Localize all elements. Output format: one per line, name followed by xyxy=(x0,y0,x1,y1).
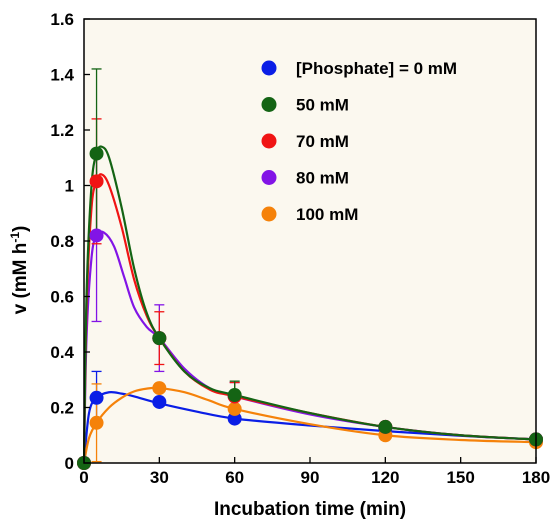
data-point xyxy=(152,381,167,396)
x-tick-label: 180 xyxy=(522,468,550,487)
axes xyxy=(83,18,537,464)
x-tick-label: 0 xyxy=(79,468,88,487)
legend-marker xyxy=(261,97,277,112)
y-tick-label: 1.4 xyxy=(50,66,74,85)
data-point xyxy=(378,419,393,434)
legend-label: 50 mM xyxy=(296,96,349,115)
data-point xyxy=(89,228,104,243)
y-tick-label: 0.4 xyxy=(50,343,74,362)
y-tick-label: 0.8 xyxy=(50,232,74,251)
plot-background xyxy=(84,19,536,463)
y-axis-title: v (mM h-1) xyxy=(8,226,31,315)
x-tick-label: 30 xyxy=(150,468,169,487)
legend-marker xyxy=(261,170,277,185)
y-tick-label: 0.6 xyxy=(50,288,74,307)
legend-label: 80 mM xyxy=(296,169,349,188)
y-axis-title-superscript: -1 xyxy=(8,232,22,243)
y-axis-title-main: v (mM h xyxy=(10,243,31,315)
x-axis-title: Incubation time (min) xyxy=(214,499,406,520)
legend-label: [Phosphate] = 0 mM xyxy=(296,59,457,78)
y-tick-label: 1.2 xyxy=(50,121,74,140)
y-tick-label: 1.6 xyxy=(50,10,74,29)
legend-marker xyxy=(261,133,277,149)
legend: [Phosphate] = 0 mM 50 mM 70 mM 80 mM 100 mM xyxy=(261,59,457,224)
data-point xyxy=(89,415,104,430)
y-tick-label: 1 xyxy=(65,177,74,196)
tick-labels: 0 30 60 90 120 150 180 0 0.2 0.4 0.6 0.8 1 1.2 1.4 1.6 xyxy=(50,10,550,487)
legend-marker xyxy=(261,60,277,76)
data-point xyxy=(227,388,242,403)
x-tick-label: 150 xyxy=(446,468,474,487)
data-point xyxy=(89,146,104,161)
legend-marker xyxy=(261,206,277,222)
data-point xyxy=(89,390,104,405)
data-point xyxy=(89,174,104,189)
data-point xyxy=(152,331,167,346)
legend-label: 100 mM xyxy=(296,205,358,224)
y-tick-label: 0 xyxy=(65,454,74,473)
x-tick-label: 60 xyxy=(225,468,244,487)
data-point xyxy=(227,411,242,426)
y-tick-label: 0.2 xyxy=(50,399,74,418)
data-point xyxy=(152,394,167,409)
legend-label: 70 mM xyxy=(296,132,349,151)
data-point xyxy=(227,401,242,416)
x-tick-label: 90 xyxy=(301,468,320,487)
x-tick-label: 120 xyxy=(371,468,399,487)
y-axis-title-suffix: ) xyxy=(10,226,31,232)
